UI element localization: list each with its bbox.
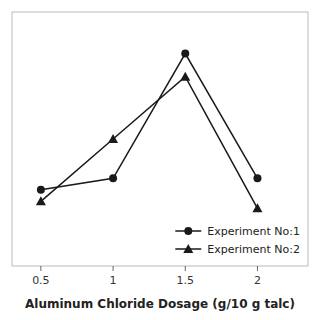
legend-label: Experiment No:2: [207, 243, 300, 256]
plot-frame: [12, 12, 308, 266]
point-marker: [252, 203, 262, 212]
legend-marker: [183, 244, 193, 253]
point-marker: [180, 72, 190, 81]
series-line: [41, 54, 258, 190]
x-tick-label: 1.5: [177, 274, 195, 287]
series-line: [41, 77, 258, 209]
x-axis: 0.5 1 1.5 2: [32, 266, 261, 287]
x-tick: [113, 266, 114, 271]
legend: Experiment No:1 Experiment No:2: [175, 225, 300, 256]
point-marker: [108, 134, 118, 143]
point-marker: [181, 50, 189, 58]
x-tick: [40, 266, 41, 271]
x-tick: [257, 266, 258, 271]
x-tick-label: 1: [110, 274, 117, 287]
chart-container: 0.5 1 1.5 2 Aluminum Chloride Dosage (g/10 g…: [0, 0, 320, 320]
legend-marker: [184, 227, 192, 235]
chart: 0.5 1 1.5 2 Aluminum Chloride Dosage (g/10 g…: [0, 0, 320, 320]
x-tick-label: 2: [254, 274, 261, 287]
x-tick-label: 0.5: [32, 274, 50, 287]
x-tick: [185, 266, 186, 271]
point-marker: [37, 186, 45, 194]
point-marker: [36, 196, 46, 205]
legend-label: Experiment No:1: [207, 225, 300, 238]
point-marker: [109, 174, 117, 182]
plot-data: [36, 50, 263, 213]
x-axis-label: Aluminum Chloride Dosage (g/10 g talc): [25, 297, 295, 311]
point-marker: [253, 174, 261, 182]
